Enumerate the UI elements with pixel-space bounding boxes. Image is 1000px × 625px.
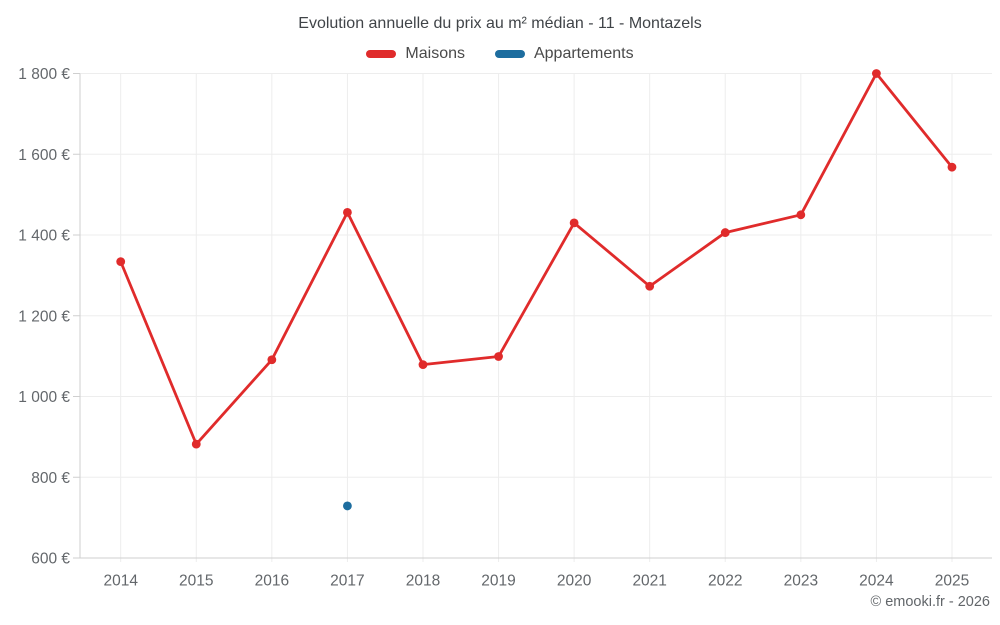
x-tick-label-2021: 2021: [632, 573, 666, 590]
legend-label-maisons: Maisons: [405, 45, 465, 62]
legend-item-maisons[interactable]: Maisons: [366, 45, 465, 63]
y-tick-label-1200: 1 200 €: [18, 308, 70, 325]
y-tick-label-800: 800 €: [31, 470, 70, 487]
appartements-series-swatch-icon: [494, 50, 525, 58]
point-maisons-2020[interactable]: [569, 218, 579, 228]
x-tick-label-2016: 2016: [255, 573, 289, 590]
series-line-maisons: [119, 72, 954, 446]
point-maisons-2019[interactable]: [494, 352, 503, 361]
point-maisons-2022[interactable]: [720, 228, 730, 237]
y-tick-label-1400: 1 400 €: [18, 228, 70, 245]
maisons-series-swatch-icon: [366, 50, 397, 58]
point-maisons-2025[interactable]: [947, 162, 957, 172]
point-appartements-2017[interactable]: [343, 501, 352, 511]
chart-title: Evolution annuelle du prix au m² médian …: [298, 15, 702, 32]
x-tick-label-2022: 2022: [708, 573, 742, 590]
x-tick-label-2018: 2018: [406, 573, 440, 590]
point-maisons-2021[interactable]: [645, 281, 655, 291]
x-tick-label-2017: 2017: [330, 573, 364, 590]
chart-legend: Maisons Appartements: [0, 45, 1000, 63]
attribution-text: © emooki.fr - 2026: [870, 594, 990, 610]
x-tick-label-2023: 2023: [784, 573, 818, 590]
point-maisons-2023[interactable]: [796, 210, 806, 220]
x-tick-label-2014: 2014: [103, 573, 138, 590]
point-maisons-2015[interactable]: [191, 439, 201, 449]
x-tick-label-2024: 2024: [859, 573, 894, 590]
point-maisons-2024[interactable]: [872, 69, 881, 78]
y-tick-label-1600: 1 600 €: [18, 147, 70, 164]
y-tick-label-1000: 1 000 €: [18, 389, 70, 406]
y-tick-label-600: 600 €: [31, 551, 70, 568]
x-tick-label-2020: 2020: [557, 573, 592, 590]
legend-item-appartements[interactable]: Appartements: [494, 45, 634, 63]
x-tick-label-2015: 2015: [179, 573, 213, 590]
y-tick-label-1800: 1 800 €: [18, 66, 70, 83]
point-maisons-2014[interactable]: [116, 257, 126, 267]
point-maisons-2016[interactable]: [267, 355, 277, 365]
legend-label-appartements: Appartements: [533, 45, 634, 62]
point-maisons-2018[interactable]: [418, 360, 428, 370]
x-tick-label-2025: 2025: [935, 573, 969, 590]
point-maisons-2017[interactable]: [343, 207, 352, 217]
x-tick-label-2019: 2019: [481, 573, 515, 590]
